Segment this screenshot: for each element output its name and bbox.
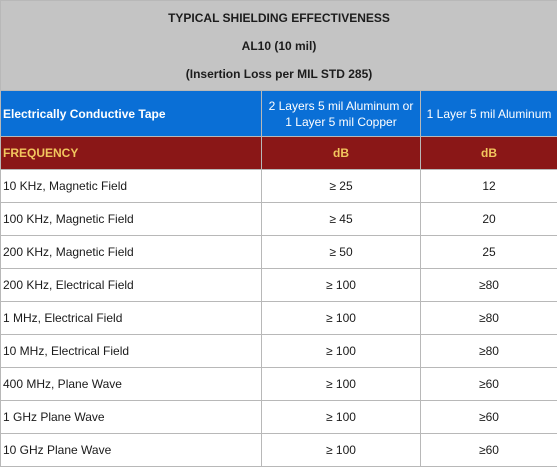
table-row: 1 GHz Plane Wave ≥ 100 ≥60 xyxy=(0,400,557,434)
row-value-one-layer: ≥80 xyxy=(419,334,557,368)
row-value-one-layer: ≥60 xyxy=(419,433,557,467)
row-value-one-layer: 25 xyxy=(419,235,557,269)
row-value-two-layers: ≥ 25 xyxy=(261,169,421,203)
row-frequency: 200 KHz, Electrical Field xyxy=(0,268,262,302)
subheader-db-1: dB xyxy=(261,136,421,170)
row-value-two-layers: ≥ 100 xyxy=(261,301,421,335)
row-frequency: 400 MHz, Plane Wave xyxy=(0,367,262,401)
table-row: 10 KHz, Magnetic Field ≥ 25 12 xyxy=(0,169,557,203)
row-frequency: 100 KHz, Magnetic Field xyxy=(0,202,262,236)
row-value-two-layers: ≥ 45 xyxy=(261,202,421,236)
row-value-two-layers: ≥ 50 xyxy=(261,235,421,269)
row-frequency: 10 MHz, Electrical Field xyxy=(0,334,262,368)
header-two-layers: 2 Layers 5 mil Aluminum or 1 Layer 5 mil… xyxy=(261,90,421,137)
table-body: 10 KHz, Magnetic Field ≥ 25 12 100 KHz, Mag… xyxy=(0,169,557,467)
table-title: TYPICAL SHIELDING EFFECTIVENESS AL10 (10… xyxy=(0,0,557,91)
row-value-two-layers: ≥ 100 xyxy=(261,433,421,467)
row-value-two-layers: ≥ 100 xyxy=(261,268,421,302)
header-one-layer: 1 Layer 5 mil Aluminum xyxy=(419,90,557,137)
subheader-db-2: dB xyxy=(419,136,557,170)
row-value-one-layer: ≥60 xyxy=(419,400,557,434)
row-value-one-layer: ≥60 xyxy=(419,367,557,401)
row-value-one-layer: ≥80 xyxy=(419,301,557,335)
row-frequency: 1 GHz Plane Wave xyxy=(0,400,262,434)
table-row: 100 KHz, Magnetic Field ≥ 45 20 xyxy=(0,202,557,236)
header-two-layers-line-2: 1 Layer 5 mil Copper xyxy=(285,114,397,129)
header-tape-type: Electrically Conductive Tape xyxy=(0,90,262,137)
table-row: 10 GHz Plane Wave ≥ 100 ≥60 xyxy=(0,433,557,467)
subheader-frequency: FREQUENCY xyxy=(0,136,262,170)
table-row: 1 MHz, Electrical Field ≥ 100 ≥80 xyxy=(0,301,557,335)
row-frequency: 1 MHz, Electrical Field xyxy=(0,301,262,335)
row-value-one-layer: ≥80 xyxy=(419,268,557,302)
table-row: 200 KHz, Magnetic Field ≥ 50 25 xyxy=(0,235,557,269)
title-line-1: TYPICAL SHIELDING EFFECTIVENESS xyxy=(168,10,390,25)
table-row: 10 MHz, Electrical Field ≥ 100 ≥80 xyxy=(0,334,557,368)
title-line-2: AL10 (10 mil) xyxy=(241,38,317,53)
row-frequency: 200 KHz, Magnetic Field xyxy=(0,235,262,269)
subheader-row: FREQUENCY dB dB xyxy=(0,136,557,170)
title-line-3: (Insertion Loss per MIL STD 285) xyxy=(185,66,373,81)
table-row: 200 KHz, Electrical Field ≥ 100 ≥80 xyxy=(0,268,557,302)
row-value-one-layer: 20 xyxy=(419,202,557,236)
header-two-layers-line-1: 2 Layers 5 mil Aluminum or xyxy=(268,98,414,113)
row-value-two-layers: ≥ 100 xyxy=(261,400,421,434)
header-row: Electrically Conductive Tape 2 Layers 5 … xyxy=(0,90,557,137)
row-frequency: 10 KHz, Magnetic Field xyxy=(0,169,262,203)
row-value-two-layers: ≥ 100 xyxy=(261,367,421,401)
table-row: 400 MHz, Plane Wave ≥ 100 ≥60 xyxy=(0,367,557,401)
row-value-two-layers: ≥ 100 xyxy=(261,334,421,368)
row-value-one-layer: 12 xyxy=(419,169,557,203)
row-frequency: 10 GHz Plane Wave xyxy=(0,433,262,467)
